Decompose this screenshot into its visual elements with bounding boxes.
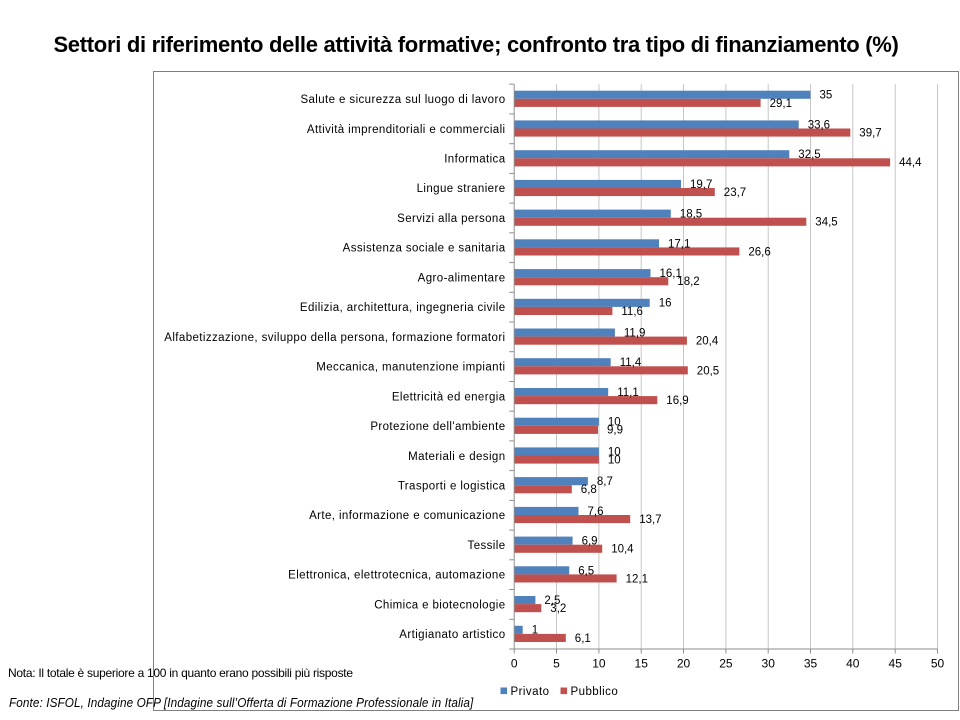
svg-text:Materiali e design: Materiali e design (408, 451, 505, 463)
svg-text:39,7: 39,7 (859, 128, 881, 140)
svg-text:35: 35 (804, 657, 818, 671)
svg-text:20,4: 20,4 (696, 336, 719, 348)
svg-text:11,4: 11,4 (620, 357, 642, 369)
svg-text:Protezione dell'ambiente: Protezione dell'ambiente (370, 421, 505, 433)
svg-text:26,6: 26,6 (748, 246, 770, 258)
svg-text:11,1: 11,1 (617, 387, 639, 399)
svg-text:2,5: 2,5 (544, 595, 560, 607)
svg-text:8,7: 8,7 (597, 476, 613, 488)
svg-text:15: 15 (635, 657, 649, 671)
svg-text:6,1: 6,1 (575, 633, 591, 645)
svg-text:29,1: 29,1 (770, 98, 792, 110)
svg-text:3,2: 3,2 (550, 603, 566, 615)
svg-text:18,5: 18,5 (680, 209, 702, 221)
svg-text:23,7: 23,7 (724, 187, 746, 199)
svg-text:Elettricità ed energia: Elettricità ed energia (392, 391, 506, 403)
svg-text:25: 25 (719, 657, 733, 671)
svg-text:Privato: Privato (511, 686, 550, 698)
svg-text:6,9: 6,9 (582, 536, 598, 548)
svg-text:6,5: 6,5 (578, 565, 594, 577)
svg-text:Artigianato artistico: Artigianato artistico (399, 629, 505, 641)
svg-text:16,9: 16,9 (666, 395, 688, 407)
svg-text:Attività imprenditoriali e com: Attività imprenditoriali e commerciali (307, 124, 506, 136)
svg-text:Tessile: Tessile (468, 540, 506, 552)
svg-text:17,1: 17,1 (668, 238, 690, 250)
svg-text:32,5: 32,5 (798, 149, 820, 161)
svg-text:50: 50 (931, 657, 945, 671)
svg-text:5: 5 (553, 657, 560, 671)
svg-text:12,1: 12,1 (626, 573, 648, 585)
svg-text:Lingue straniere: Lingue straniere (417, 183, 506, 195)
svg-text:Alfabetizzazione, sviluppo del: Alfabetizzazione, sviluppo della persona… (164, 332, 505, 344)
svg-text:30: 30 (762, 657, 776, 671)
svg-text:11,9: 11,9 (624, 328, 646, 340)
svg-text:34,5: 34,5 (815, 217, 837, 229)
svg-text:11,6: 11,6 (621, 306, 643, 318)
svg-text:13,7: 13,7 (639, 514, 661, 526)
svg-text:16,1: 16,1 (660, 268, 682, 280)
svg-text:10,4: 10,4 (611, 544, 634, 556)
svg-text:Salute e sicurezza sul luogo d: Salute e sicurezza sul luogo di lavoro (300, 94, 505, 106)
svg-text:35: 35 (820, 90, 833, 102)
svg-text:7,6: 7,6 (588, 506, 604, 518)
svg-text:44,4: 44,4 (899, 157, 922, 169)
svg-text:1: 1 (532, 625, 538, 637)
svg-text:10: 10 (608, 455, 621, 467)
svg-text:0: 0 (511, 657, 518, 671)
svg-text:Pubblico: Pubblico (571, 686, 619, 698)
svg-text:Arte, informazione e comunicaz: Arte, informazione e comunicazione (309, 510, 505, 522)
svg-text:Trasporti e logistica: Trasporti e logistica (398, 481, 506, 493)
svg-text:40: 40 (846, 657, 860, 671)
svg-text:10: 10 (608, 417, 621, 429)
svg-text:20: 20 (677, 657, 691, 671)
svg-text:16: 16 (659, 298, 672, 310)
svg-text:Meccanica, manutenzione impian: Meccanica, manutenzione impianti (316, 362, 505, 374)
svg-text:19,7: 19,7 (690, 179, 712, 191)
svg-text:33,6: 33,6 (808, 119, 830, 131)
svg-text:9,9: 9,9 (607, 425, 623, 437)
svg-text:20,5: 20,5 (697, 365, 719, 377)
svg-text:Assistenza sociale e sanitaria: Assistenza sociale e sanitaria (343, 243, 506, 255)
svg-text:45: 45 (889, 657, 903, 671)
svg-text:10: 10 (592, 657, 606, 671)
svg-text:Elettronica, elettrotecnica, a: Elettronica, elettrotecnica, automazione (288, 570, 505, 582)
svg-text:6,8: 6,8 (581, 484, 597, 496)
svg-text:Edilizia, architettura, ingegn: Edilizia, architettura, ingegneria civil… (300, 302, 506, 314)
svg-text:Agro-alimentare: Agro-alimentare (418, 272, 506, 284)
svg-text:Servizi alla persona: Servizi alla persona (397, 213, 506, 225)
svg-text:18,2: 18,2 (677, 276, 699, 288)
svg-text:10: 10 (608, 446, 621, 458)
svg-text:Chimica e biotecnologie: Chimica e biotecnologie (374, 599, 505, 611)
svg-text:Informatica: Informatica (444, 154, 505, 166)
